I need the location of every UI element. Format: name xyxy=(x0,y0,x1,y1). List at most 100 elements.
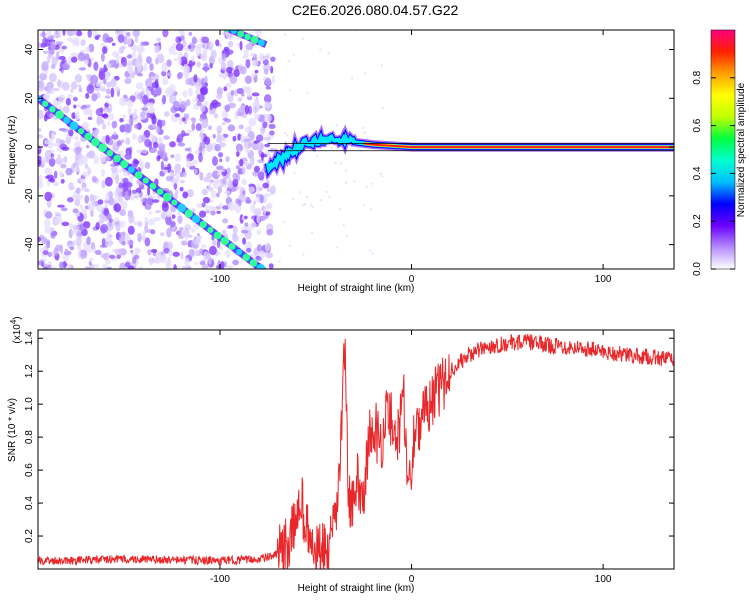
noise-blob xyxy=(237,97,243,102)
noise-blob xyxy=(72,96,78,102)
noise-blob xyxy=(114,248,122,256)
noise-blob xyxy=(51,56,58,66)
noise-blob xyxy=(111,42,116,46)
spectrogram-frame xyxy=(37,29,675,270)
noise-blob xyxy=(144,138,152,148)
noise-blob xyxy=(232,178,239,187)
noise-blob xyxy=(191,55,195,63)
colorbar-tick-label: 0.4 xyxy=(692,166,703,180)
noise-blob xyxy=(236,111,244,117)
noise-blob xyxy=(149,63,154,71)
noise-blob xyxy=(50,41,56,51)
noise-blob xyxy=(118,231,126,236)
noise-blob xyxy=(190,117,196,121)
ridge-blob xyxy=(142,177,149,184)
noise-blob xyxy=(255,207,260,213)
noise-blob xyxy=(67,55,73,64)
noise-blob xyxy=(230,89,235,96)
noise-blob xyxy=(157,137,163,145)
noise-blob xyxy=(238,124,244,130)
noise-blob xyxy=(122,61,128,68)
noise-blob xyxy=(68,129,74,137)
noise-blob xyxy=(232,259,240,266)
noise-blob xyxy=(177,71,183,79)
noise-blob xyxy=(196,235,203,240)
ridge-blob xyxy=(162,192,172,202)
noise-blob xyxy=(99,107,104,113)
noise-blob xyxy=(182,90,188,98)
noise-blob xyxy=(101,237,106,247)
noise-blob xyxy=(370,208,373,211)
noise-blob xyxy=(61,81,70,91)
x-tick-label: 100 xyxy=(595,574,612,585)
spectrogram-xlabel: Height of straight line (km) xyxy=(298,283,415,294)
noise-blob xyxy=(261,55,270,59)
noise-blob xyxy=(200,51,208,62)
noise-blob xyxy=(126,99,134,108)
noise-blob xyxy=(80,203,84,210)
noise-blob xyxy=(105,73,110,81)
noise-blob xyxy=(132,30,140,38)
noise-blob xyxy=(142,230,146,240)
noise-blob xyxy=(133,45,137,54)
noise-blob xyxy=(70,88,74,93)
noise-blob xyxy=(203,100,209,107)
colorbar-tick-label: 0.0 xyxy=(692,262,703,276)
noise-blob xyxy=(262,182,269,189)
noise-blob xyxy=(45,211,53,219)
noise-blob xyxy=(86,104,91,109)
noise-blob xyxy=(162,30,169,38)
noise-blob xyxy=(88,261,92,266)
noise-blob xyxy=(247,105,253,115)
noise-blob xyxy=(62,30,66,36)
noise-blob xyxy=(126,32,131,37)
noise-blob xyxy=(44,139,50,145)
noise-blob xyxy=(146,112,152,119)
noise-blob xyxy=(268,263,274,269)
noise-blob xyxy=(59,170,64,177)
noise-blob xyxy=(264,113,272,123)
y-tick-label: 0.8 xyxy=(24,430,35,444)
noise-blob xyxy=(221,229,227,235)
noise-blob xyxy=(149,256,153,267)
noise-blob xyxy=(361,126,365,130)
noise-blob xyxy=(57,155,62,160)
noise-blob xyxy=(108,238,113,248)
noise-blob xyxy=(86,144,90,149)
noise-blob xyxy=(49,177,56,183)
noise-blob xyxy=(81,104,88,109)
noise-blob xyxy=(179,180,185,184)
noise-blob xyxy=(205,205,212,212)
noise-blob xyxy=(173,182,178,191)
noise-blob xyxy=(105,134,110,144)
noise-blob xyxy=(107,120,111,127)
noise-blob xyxy=(242,55,248,59)
noise-blob xyxy=(161,62,168,73)
ridge-blob xyxy=(78,128,85,135)
noise-blob xyxy=(91,93,98,102)
noise-blob xyxy=(170,154,175,159)
noise-blob xyxy=(57,204,65,208)
noise-blob xyxy=(381,175,384,178)
page-title: C2E6.2026.080.04.57.G22 xyxy=(291,2,459,18)
noise-blob xyxy=(72,224,80,231)
ridge-blob xyxy=(256,263,266,269)
noise-blob xyxy=(121,241,126,246)
noise-blob xyxy=(288,244,292,248)
noise-blob xyxy=(111,120,118,129)
noise-blob xyxy=(209,102,214,111)
noise-blob xyxy=(156,37,162,42)
noise-blob xyxy=(93,61,99,71)
noise-blob xyxy=(253,99,258,104)
noise-blob xyxy=(248,186,256,193)
noise-blob xyxy=(61,45,67,50)
noise-blob xyxy=(212,133,217,139)
ridge-blob xyxy=(49,105,56,113)
noise-blob xyxy=(254,113,260,120)
noise-blob xyxy=(144,161,151,170)
noise-blob xyxy=(47,252,52,257)
noise-blob xyxy=(70,52,79,57)
ridge-blob xyxy=(127,166,135,174)
noise-blob xyxy=(74,198,81,207)
noise-blob xyxy=(184,257,190,267)
